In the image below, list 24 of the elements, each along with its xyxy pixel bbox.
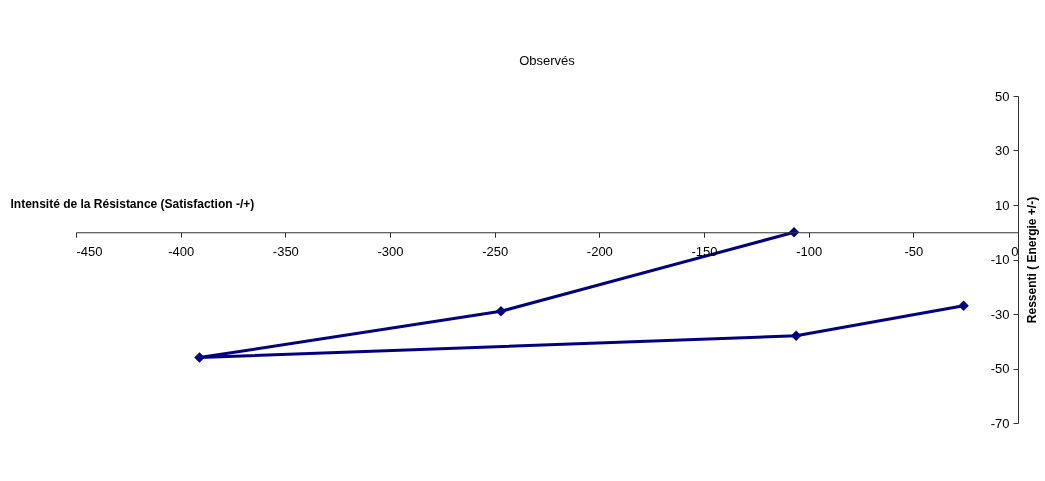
- point: [495, 306, 507, 317]
- point: [790, 330, 802, 342]
- y-tick-label: -10: [990, 252, 1010, 267]
- y-axis-title: Ressenti ( Energie +/-): [1024, 196, 1039, 324]
- chart-title: Observés: [519, 53, 576, 68]
- y-tick-label: 30: [995, 143, 1010, 158]
- y-tick-label: 10: [995, 197, 1010, 213]
- point: [958, 300, 969, 312]
- y-tick-label: -30: [990, 306, 1010, 322]
- x-tick-label: -150: [691, 243, 718, 259]
- point: [194, 352, 205, 363]
- x-tick-label: -400: [168, 243, 195, 259]
- x-tick-label: -250: [482, 243, 509, 259]
- x-tick-label: -300: [377, 243, 404, 259]
- x-tick-label: -100: [796, 243, 823, 259]
- y-tick-label: 50: [995, 88, 1010, 104]
- y-tick-label: -70: [990, 415, 1010, 431]
- x-tick-label: -200: [586, 243, 613, 259]
- x-tick-label: 0: [1011, 243, 1019, 259]
- y-tick-label: -50: [990, 361, 1010, 376]
- x-axis-title: Intensité de la Résistance (Satisfaction -/+): [10, 196, 255, 211]
- x-tick-label: -350: [272, 243, 299, 259]
- x-tick-label: -50: [904, 243, 924, 259]
- x-tick-label: -450: [76, 243, 103, 259]
